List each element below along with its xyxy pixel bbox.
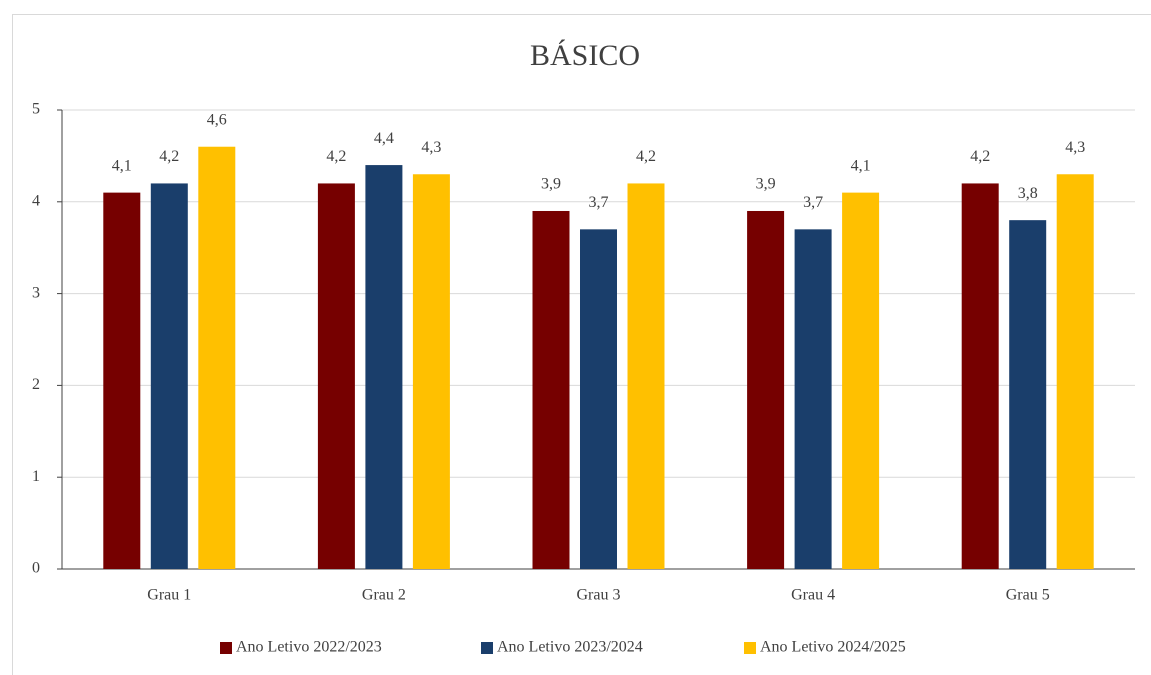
x-tick-label: Grau 1: [147, 587, 191, 604]
bar: [842, 192, 880, 569]
value-label: 4,6: [207, 111, 227, 128]
bar: [627, 183, 665, 569]
chart-border: [12, 14, 1151, 675]
bar: [412, 174, 450, 569]
value-label: 4,4: [374, 130, 394, 147]
y-tick-label: 0: [32, 560, 40, 577]
x-tick-label: Grau 3: [577, 587, 621, 604]
legend-swatch: [481, 642, 493, 654]
y-tick-label: 1: [32, 468, 40, 485]
value-label: 4,3: [421, 139, 441, 156]
value-label: 3,7: [589, 194, 609, 211]
bar: [317, 183, 355, 569]
legend-label: Ano Letivo 2022/2023: [236, 639, 382, 656]
legend-swatch: [220, 642, 232, 654]
bar: [532, 210, 570, 570]
bar: [198, 146, 236, 569]
x-tick-label: Grau 5: [1006, 587, 1050, 604]
y-tick-label: 3: [32, 284, 40, 301]
bar: [794, 229, 832, 569]
y-tick-label: 4: [32, 192, 40, 209]
value-label: 4,2: [326, 148, 346, 165]
value-label: 3,8: [1018, 185, 1038, 202]
bar: [103, 192, 141, 569]
value-label: 4,2: [636, 148, 656, 165]
bar: [1056, 174, 1094, 569]
value-label: 3,7: [803, 194, 823, 211]
legend-label: Ano Letivo 2024/2025: [760, 639, 906, 656]
bar: [580, 229, 617, 569]
y-tick-label: 5: [32, 101, 40, 118]
value-label: 4,1: [112, 157, 132, 174]
bar: [150, 183, 188, 569]
value-label: 4,2: [970, 148, 990, 165]
x-tick-label: Grau 4: [791, 587, 835, 604]
x-tick-label: Grau 2: [362, 587, 406, 604]
chart-title: BÁSICO: [530, 39, 640, 72]
value-label: 4,3: [1065, 139, 1085, 156]
y-tick-label: 2: [32, 376, 40, 393]
legend-label: Ano Letivo 2023/2024: [497, 639, 643, 656]
value-label: 3,9: [541, 176, 561, 193]
bar: [1009, 220, 1047, 569]
bar: [961, 183, 999, 569]
value-label: 3,9: [756, 176, 776, 193]
value-label: 4,1: [851, 157, 871, 174]
bar: [365, 165, 403, 569]
bar: [747, 210, 785, 570]
legend-swatch: [744, 642, 756, 654]
value-label: 4,2: [159, 148, 179, 165]
